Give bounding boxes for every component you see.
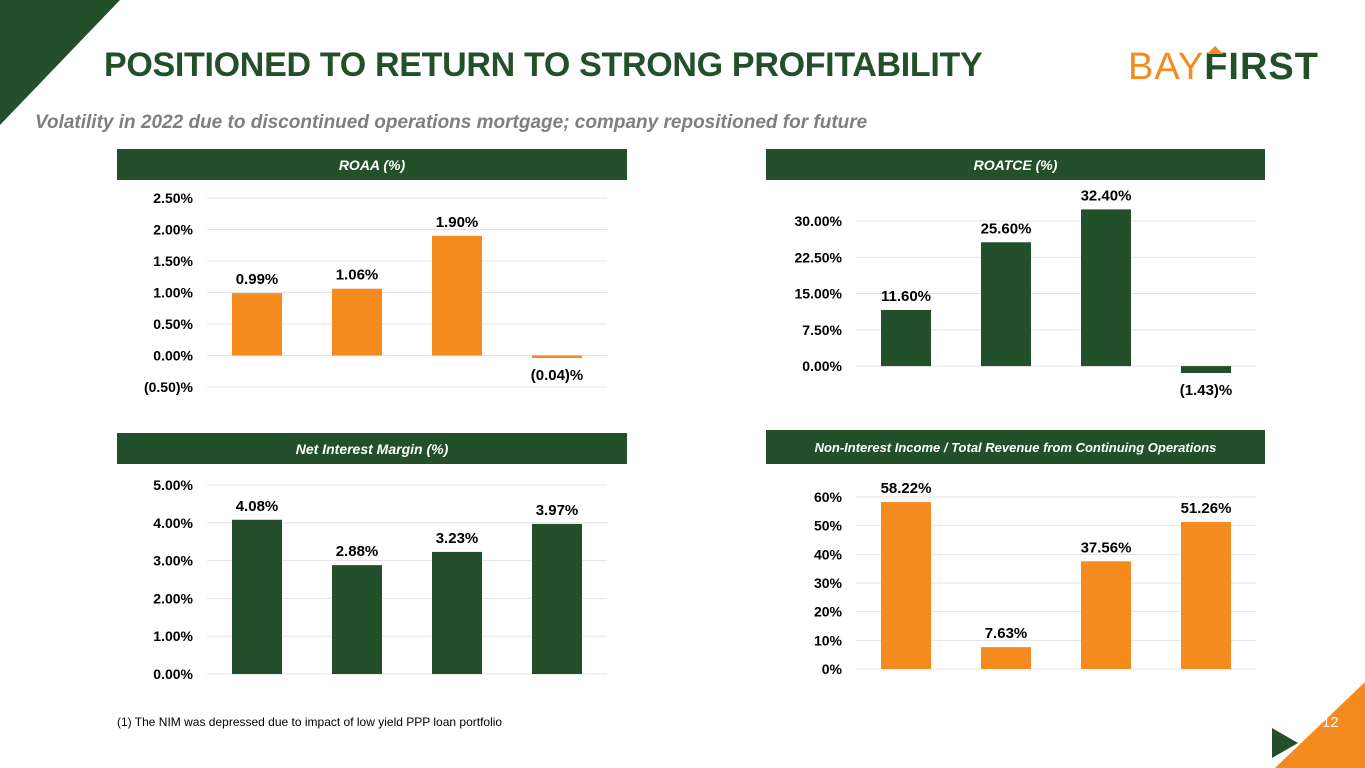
y-tick-label: 7.50% (802, 322, 842, 338)
nim-footnote: (1) The NIM was depressed due to impact … (117, 715, 503, 729)
bar (232, 293, 282, 356)
bar (981, 647, 1031, 669)
category-label: 2020Y (985, 464, 1028, 467)
category-label: 2022Y (536, 464, 579, 467)
logo-part2: FIRST (1204, 46, 1319, 88)
category-label: 2021Y (1085, 464, 1128, 467)
data-label: (0.04)% (531, 367, 584, 384)
bar (432, 551, 482, 674)
bar (1181, 522, 1231, 669)
bayfirst-logo: BAYFIRST (1128, 46, 1319, 89)
bar (432, 235, 482, 356)
page-subtitle: Volatility in 2022 due to discontinued o… (35, 112, 868, 133)
bar (981, 242, 1031, 367)
page-number: 12 (1322, 714, 1339, 731)
y-tick-label: 0.00% (153, 348, 193, 364)
y-tick-label: 0.00% (153, 666, 193, 682)
y-tick-label: 40% (814, 546, 843, 562)
category-label: 2019Y (885, 464, 928, 467)
bar (1181, 366, 1231, 373)
y-tick-label: 30.00% (795, 213, 843, 229)
y-tick-label: 30% (814, 575, 843, 591)
data-label: 37.56% (1081, 539, 1132, 556)
y-tick-label: 2.00% (153, 590, 193, 606)
y-tick-label: 3.00% (153, 553, 193, 569)
bar (332, 288, 382, 356)
category-label: 2020Y (336, 180, 379, 183)
data-label: 3.97% (536, 502, 579, 519)
y-tick-label: 2.50% (153, 190, 193, 206)
y-tick-label: 0% (822, 661, 843, 677)
data-label: (1.43)% (1180, 382, 1233, 399)
nonint-chart-title: Non-Interest Income / Total Revenue from… (766, 430, 1265, 464)
y-tick-label: 10% (814, 632, 843, 648)
logo-part1: BAY (1128, 46, 1205, 88)
category-label: 2021Y (436, 180, 479, 183)
data-label: 51.26% (1181, 500, 1232, 517)
next-arrow-icon[interactable] (1272, 728, 1298, 758)
data-label: 3.23% (436, 530, 479, 547)
data-label: 1.90% (436, 214, 479, 231)
data-label: 25.60% (981, 220, 1032, 237)
y-tick-label: 1.00% (153, 628, 193, 644)
category-label: 2019Y (236, 464, 279, 467)
bar (881, 309, 931, 367)
y-tick-label: 1.50% (153, 253, 193, 269)
y-tick-label: 1.00% (153, 285, 193, 301)
page-title: POSITIONED TO RETURN TO STRONG PROFITABI… (104, 46, 983, 84)
nonint-chart: 0% 10% 20% 30% 40% 50% 60% 58.22% 2019Y 7.63% 2020… (814, 464, 1256, 677)
corner-decoration (0, 0, 120, 125)
category-label: 2020Y (985, 180, 1028, 183)
data-label: 4.08% (236, 498, 279, 515)
category-label: 2019Y (236, 180, 279, 183)
category-label: 2021Y (436, 464, 479, 467)
y-tick-label: 60% (814, 489, 843, 505)
logo-accent-icon (1207, 46, 1223, 54)
category-label: 2020Y (336, 464, 379, 467)
bar (1081, 209, 1131, 367)
data-label: 11.60% (881, 288, 931, 305)
y-tick-label: 4.00% (153, 515, 193, 531)
bar (532, 355, 582, 359)
data-label: 58.22% (881, 480, 932, 497)
category-label: 2022Y (1185, 464, 1228, 467)
y-tick-label: 2.00% (153, 222, 193, 238)
data-label: 1.06% (336, 267, 379, 284)
roatce-chart: 0.00% 7.50% 15.00% 22.50% 30.00% 11.60% 2019Y 2… (795, 180, 1256, 399)
category-label: 2019Y (885, 180, 928, 183)
category-label: 2021Y (1085, 180, 1128, 183)
y-tick-label: 15.00% (795, 286, 843, 302)
roaa-chart: (0.50)% 0.00% 0.50% 1.00% 1.50% 2.00% 2.50% 0.9… (144, 180, 607, 395)
roaa-chart-title: ROAA (%) (117, 149, 627, 180)
data-label: 2.88% (336, 543, 379, 560)
data-label: 32.40% (1081, 187, 1132, 204)
bar (881, 502, 931, 669)
data-label: 0.99% (236, 271, 279, 288)
nim-chart-title: Net Interest Margin (%) (117, 433, 627, 464)
bar (232, 519, 282, 674)
y-tick-label: 22.50% (795, 249, 843, 265)
y-tick-label: 0.00% (802, 358, 842, 374)
y-tick-label: (0.50)% (144, 379, 194, 395)
category-label: 2022Y (536, 180, 579, 183)
y-tick-label: 5.00% (153, 477, 193, 493)
bar (1081, 561, 1131, 669)
bar (332, 565, 382, 674)
data-label: 7.63% (985, 625, 1028, 642)
category-label: 2022Y (1185, 180, 1228, 183)
y-tick-label: 0.50% (153, 316, 193, 332)
bar (532, 523, 582, 674)
roatce-chart-title: ROATCE (%) (766, 149, 1265, 180)
y-tick-label: 50% (814, 518, 843, 534)
y-tick-label: 20% (814, 604, 843, 620)
nim-chart: 0.00% 1.00% 2.00% 3.00% 4.00% 5.00% 4.08% 2019Y… (153, 464, 607, 682)
